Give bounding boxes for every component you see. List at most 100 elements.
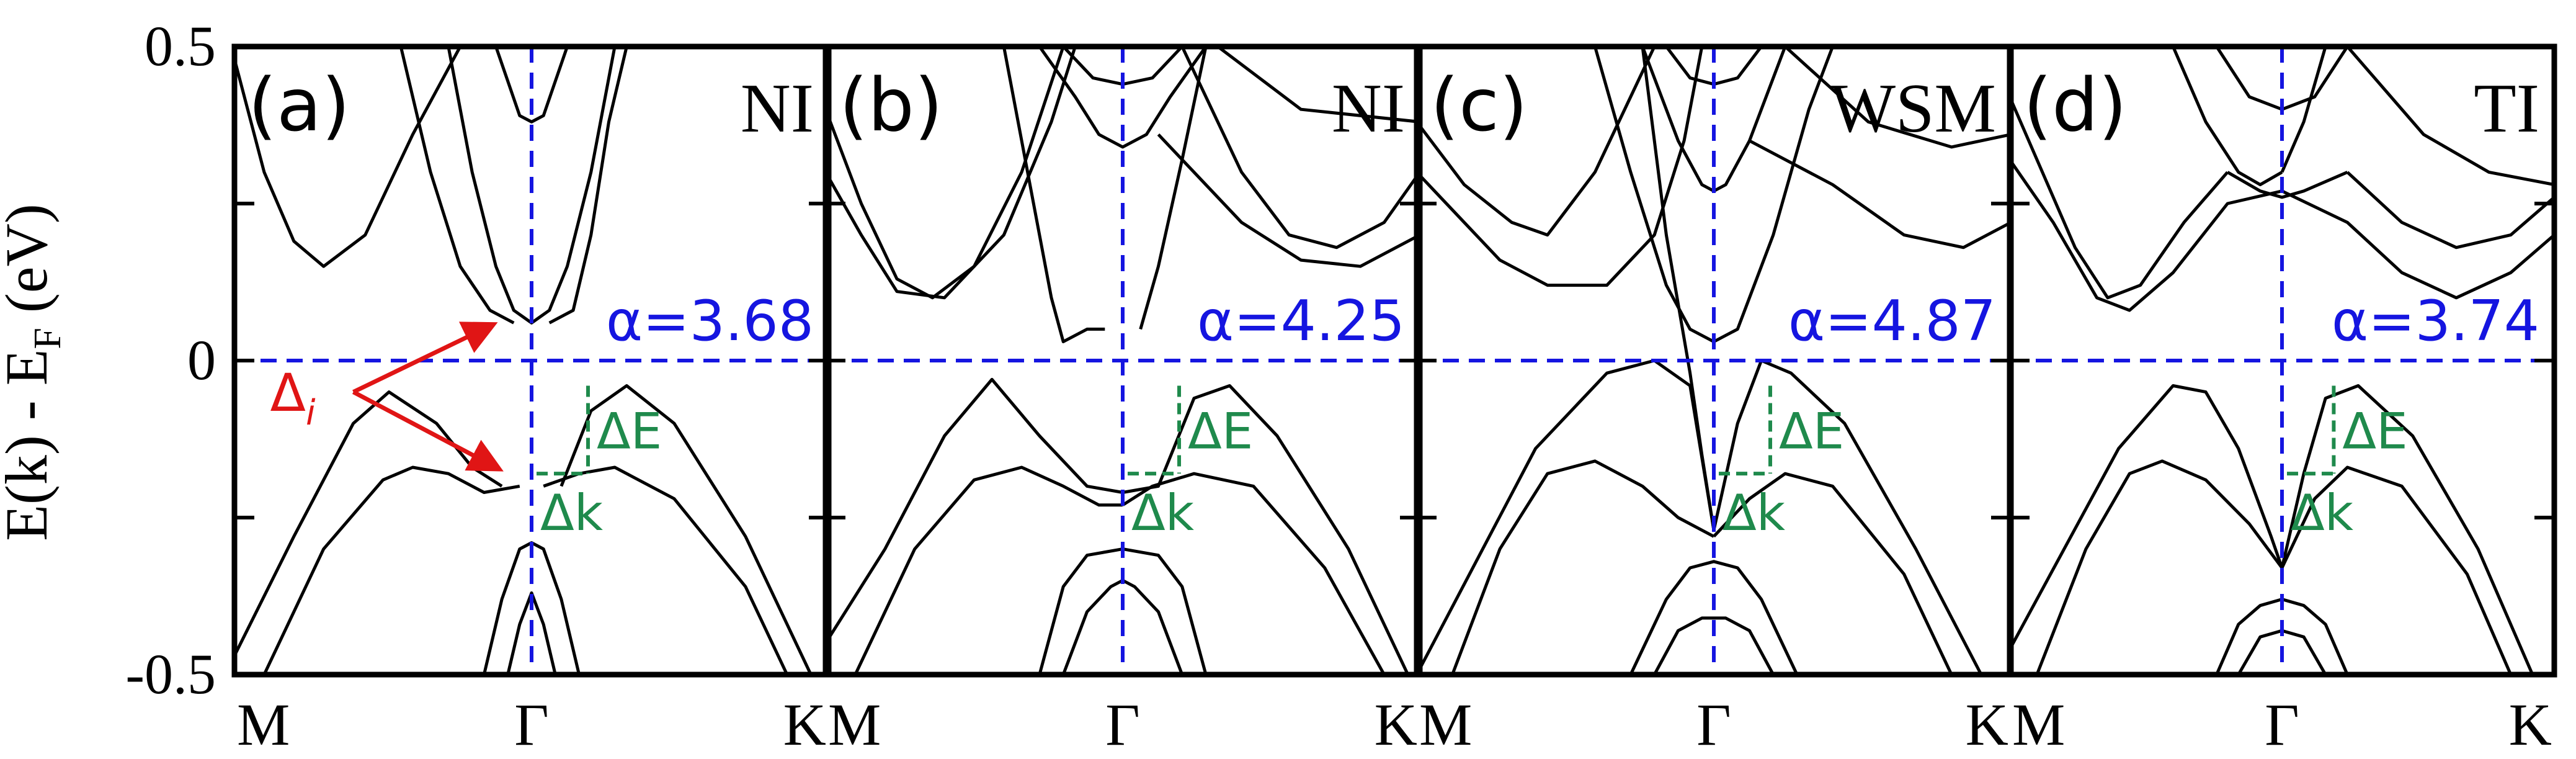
phase-label: NI bbox=[741, 70, 814, 147]
panels: M Γ K (a) NI α=3.68 ΔE Δk M Γ K (b) NI α=4.25 ΔE Δk M Γ K (… bbox=[231, 43, 2557, 758]
x-tick-label: K bbox=[1966, 691, 2008, 758]
band-curve bbox=[2010, 384, 2284, 650]
band-curve bbox=[1629, 560, 1799, 675]
band-curve bbox=[1749, 139, 2011, 249]
band-curve bbox=[2280, 47, 2327, 173]
band-curve bbox=[1653, 616, 1775, 675]
bands bbox=[826, 47, 1420, 675]
band-curve bbox=[853, 465, 1123, 675]
band-curve bbox=[1216, 47, 1420, 124]
panel: M Γ K (d) TI α=3.74 ΔE Δk bbox=[2007, 43, 2557, 758]
phase-label: WSM bbox=[1830, 70, 1996, 147]
panel-tag: (a) bbox=[248, 62, 350, 148]
dk-label: Δk bbox=[2291, 484, 2354, 542]
dk-label: Δk bbox=[1723, 484, 1786, 542]
x-tick-label: M bbox=[1419, 691, 1472, 758]
phase-label: NI bbox=[1332, 70, 1405, 147]
band-curve bbox=[1451, 459, 1715, 675]
y-axis-label: E(k) - EF (eV) bbox=[0, 204, 69, 541]
band-curve bbox=[2010, 96, 2229, 300]
y-axis-label-sub: F bbox=[27, 328, 69, 349]
bands bbox=[2010, 47, 2554, 675]
band-curve bbox=[1641, 47, 1716, 531]
y-axis-label-tail: (eV) bbox=[0, 204, 60, 328]
panel-tag: (b) bbox=[839, 62, 943, 148]
band-curve bbox=[2010, 158, 2283, 312]
band-curve bbox=[1417, 359, 1716, 675]
band-curve bbox=[399, 47, 515, 325]
gap-arrow-lower bbox=[352, 390, 504, 472]
band-curve bbox=[1038, 47, 1208, 149]
x-tick-label: Γ bbox=[1696, 691, 1731, 758]
band-curve bbox=[2346, 47, 2554, 187]
panel-tag: (d) bbox=[2023, 62, 2127, 148]
gap-arrow-upper bbox=[352, 321, 498, 394]
dE-label: ΔE bbox=[597, 403, 662, 460]
x-tick-label: Γ bbox=[2265, 691, 2299, 758]
band-curve bbox=[1713, 47, 1834, 343]
alpha-label: α=4.87 bbox=[1788, 289, 1996, 354]
band-curve bbox=[1593, 47, 1715, 343]
band-curve bbox=[2281, 189, 2554, 300]
panel-frame bbox=[2007, 43, 2557, 678]
band-curve bbox=[559, 384, 813, 675]
band-curve bbox=[548, 47, 628, 325]
band-curve bbox=[1417, 47, 1704, 287]
y-axis-label-main: E(k) - E bbox=[0, 349, 60, 541]
panel: M Γ K (a) NI α=3.68 ΔE Δk bbox=[231, 43, 832, 758]
panel: M Γ K (b) NI α=4.25 ΔE Δk bbox=[822, 43, 1423, 758]
band-curve bbox=[1122, 384, 1410, 675]
band-curve bbox=[1139, 47, 1208, 330]
band-curve bbox=[826, 377, 1123, 644]
band-curve bbox=[234, 47, 462, 268]
band-curve bbox=[1784, 47, 2011, 149]
band-curve bbox=[543, 465, 789, 675]
band-curve bbox=[1157, 133, 1420, 268]
x-tick-label: K bbox=[2509, 691, 2552, 758]
dE-label: ΔE bbox=[1779, 403, 1844, 460]
band-curve bbox=[2172, 47, 2283, 187]
y-tick-label: 0.5 bbox=[145, 14, 216, 78]
band-curve bbox=[1417, 47, 1656, 237]
band-curve bbox=[494, 47, 569, 124]
x-tick-label: Γ bbox=[514, 691, 549, 758]
panel: M Γ K (c) WSM α=4.87 ΔE Δk bbox=[1414, 43, 2014, 758]
x-tick-label: K bbox=[1375, 691, 1417, 758]
band-curve bbox=[1180, 47, 1420, 249]
panel-tag: (c) bbox=[1430, 62, 1528, 148]
band-curve bbox=[1121, 472, 1386, 675]
band-curve bbox=[826, 47, 1077, 300]
dk-label: Δk bbox=[1131, 484, 1195, 542]
x-tick-label: K bbox=[783, 691, 826, 758]
band-curve bbox=[1641, 47, 1787, 193]
x-tick-label: M bbox=[2012, 691, 2065, 758]
alpha-label: α=4.25 bbox=[1197, 289, 1405, 354]
band-curve bbox=[1713, 472, 1953, 675]
x-tick-label: M bbox=[828, 691, 881, 758]
band-curve bbox=[1712, 359, 1983, 675]
band-curve bbox=[2035, 459, 2284, 675]
bands bbox=[234, 47, 813, 675]
band-curve bbox=[2215, 598, 2349, 675]
alpha-label: α=3.74 bbox=[2332, 289, 2539, 354]
y-tick-label: -0.5 bbox=[125, 642, 216, 706]
band-curve bbox=[826, 47, 1065, 300]
dk-label: Δk bbox=[540, 484, 604, 542]
dE-label: ΔE bbox=[2342, 403, 2407, 460]
gap-annotation: Δi bbox=[270, 321, 504, 472]
band-curve bbox=[2226, 171, 2348, 199]
band-curve bbox=[262, 465, 520, 675]
band-curve bbox=[2280, 465, 2513, 675]
y-tick-label: 0 bbox=[187, 328, 216, 392]
x-tick-label: M bbox=[237, 691, 290, 758]
phase-label: TI bbox=[2474, 70, 2539, 147]
y-tick-labels: 0.5 0 -0.5 bbox=[125, 14, 216, 706]
alpha-label: α=3.68 bbox=[606, 289, 814, 354]
x-tick-label: Γ bbox=[1105, 691, 1140, 758]
dE-label: ΔE bbox=[1188, 403, 1253, 460]
svg-text:E(k) - EF (eV): E(k) - EF (eV) bbox=[0, 204, 69, 541]
band-curve bbox=[2280, 384, 2534, 675]
band-curve bbox=[1002, 47, 1105, 344]
band-curve bbox=[2346, 171, 2554, 249]
